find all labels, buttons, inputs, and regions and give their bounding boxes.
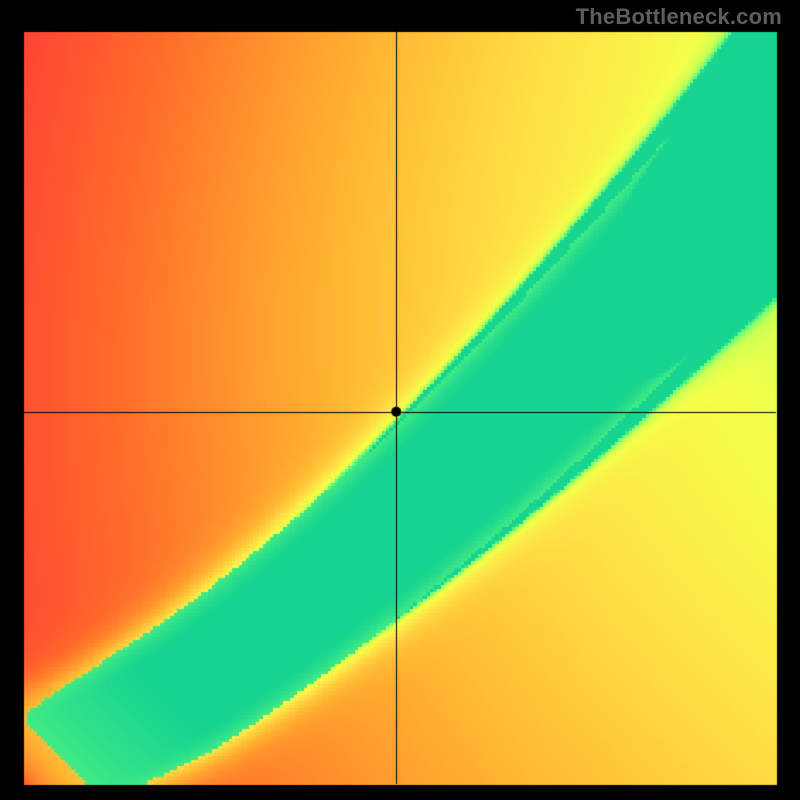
bottleneck-heatmap — [0, 0, 800, 800]
watermark-text: TheBottleneck.com — [576, 4, 782, 30]
